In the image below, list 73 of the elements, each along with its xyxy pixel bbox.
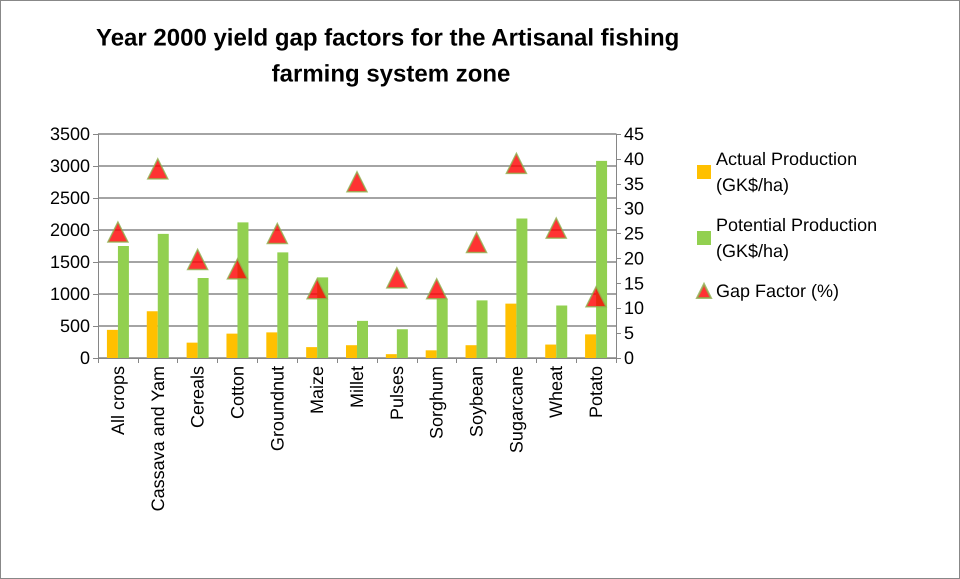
y2-tick-label: 45 [624, 124, 644, 144]
y2-tick-label: 20 [624, 248, 644, 268]
point [306, 278, 328, 300]
y2-tick-label: 0 [624, 348, 634, 368]
bar [118, 246, 129, 358]
point [186, 248, 208, 270]
bar [146, 311, 158, 358]
y-tick-label: 3500 [50, 124, 90, 144]
bar [516, 218, 528, 358]
x-tick-label: Millet [347, 366, 367, 408]
legend-label: Actual Production (GK$/ha) [716, 149, 858, 195]
point [346, 171, 368, 193]
y2-tick-label: 15 [624, 273, 644, 294]
point [585, 286, 607, 308]
bar [426, 350, 437, 358]
y2-tick-label: 40 [624, 148, 644, 169]
bar [198, 278, 209, 358]
x-tick-label: Maize [307, 366, 328, 414]
y-tick-label: 1500 [50, 252, 90, 272]
bar [396, 329, 408, 358]
bar [237, 222, 248, 358]
bar [545, 344, 556, 358]
legend-label: Gap Factor (%) [716, 281, 840, 301]
y-tick-label: 0 [80, 348, 90, 368]
bar [505, 304, 516, 358]
x-tick-label: Sugarcane [506, 366, 526, 454]
x-tick-label: Cassava and Yam [148, 366, 168, 512]
bar [476, 300, 488, 358]
y-tick-label: 500 [60, 316, 90, 336]
point [107, 221, 129, 243]
y-tick-label: 2500 [50, 188, 90, 208]
bar [226, 334, 238, 358]
x-tick-label: Cotton [227, 366, 248, 420]
y2-tick-label: 5 [624, 323, 634, 344]
bar [186, 342, 198, 358]
x-tick-label: All crops [108, 366, 128, 436]
y2-tick-label: 35 [624, 174, 644, 194]
bar [386, 354, 397, 358]
chart-title: Year 2000 yield gap factors for the Artisanal fishing farming system zone [96, 24, 686, 88]
x-tick-label: Wheat [546, 366, 566, 418]
point [147, 158, 169, 180]
y-tick-label: 2000 [50, 220, 90, 240]
point [386, 267, 408, 289]
y2-tick-label: 10 [624, 298, 644, 318]
y2-tick-label: 30 [624, 198, 644, 219]
x-tick-label: Cereals [188, 366, 208, 428]
bar [596, 160, 608, 358]
point [466, 232, 488, 254]
x-tick-label: Pulses [386, 366, 407, 420]
y2-tick-label: 25 [624, 224, 644, 244]
x-tick-label: Soybean [466, 366, 487, 438]
bar [436, 298, 448, 358]
legend-label: Potential Production (GK$/ha) [716, 215, 878, 261]
point [426, 278, 448, 300]
bar [158, 234, 169, 358]
x-tick-label: Sorghum [426, 366, 447, 440]
bar [466, 345, 477, 358]
bar [556, 306, 568, 358]
y-tick-label: 1000 [50, 284, 90, 304]
point [545, 217, 567, 239]
bar [277, 252, 288, 358]
point [226, 258, 248, 280]
x-tick-label: Potato [586, 366, 606, 418]
y-tick-label: 3000 [50, 156, 90, 176]
bar [306, 347, 318, 358]
point [506, 152, 528, 174]
bar [357, 320, 368, 358]
point [266, 222, 288, 244]
bar [106, 330, 118, 358]
bar [585, 334, 596, 358]
x-tick-label: Groundnut [267, 366, 288, 452]
bar [266, 332, 278, 358]
bar [346, 345, 357, 358]
